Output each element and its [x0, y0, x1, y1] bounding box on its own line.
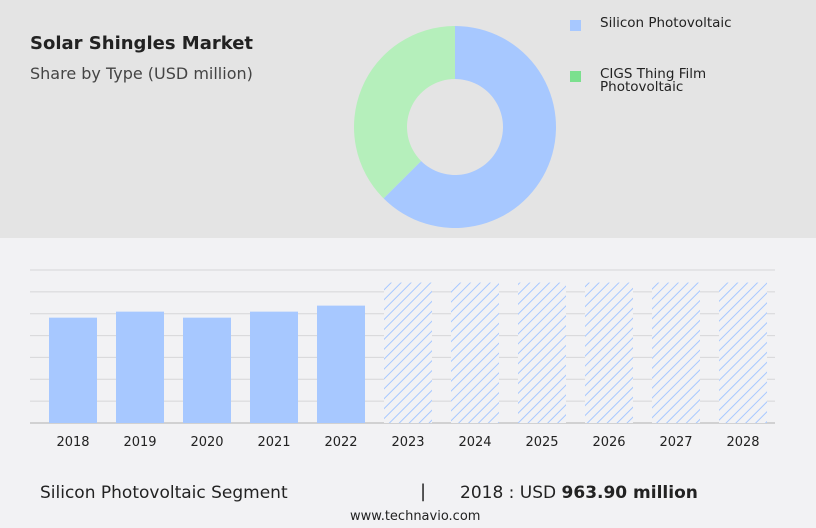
legend-item-cigs: CIGS Thing Film Photovoltaic [570, 67, 770, 98]
source-url: www.technavio.com [350, 509, 481, 524]
bar-2022 [317, 305, 365, 423]
x-tick-label: 2023 [391, 435, 424, 450]
x-tick-label: 2021 [257, 435, 290, 450]
footer-separator: | [420, 481, 427, 502]
forecast-bar-2023 [384, 282, 432, 423]
footer-segment: Silicon Photovoltaic Segment [40, 483, 288, 503]
x-tick-label: 2020 [190, 435, 223, 450]
forecast-bar-2027 [652, 282, 700, 423]
x-tick-label: 2018 [56, 435, 89, 450]
bar-2021 [250, 311, 298, 423]
forecast-bar-2028 [719, 282, 767, 423]
bar-2019 [116, 311, 164, 423]
bar-2018 [49, 317, 97, 423]
forecast-bar-2026 [585, 282, 633, 423]
legend-swatch [570, 20, 581, 31]
x-tick-label: 2024 [458, 435, 491, 450]
x-tick-label: 2019 [123, 435, 156, 450]
legend-swatch [570, 71, 581, 82]
x-tick-label: 2025 [525, 435, 558, 450]
chart-title: Solar Shingles Market [30, 33, 254, 54]
x-tick-label: 2026 [592, 435, 625, 450]
chart-subtitle: Share by Type (USD million) [30, 64, 253, 83]
donut-slice-0 [383, 26, 556, 228]
forecast-bar-2024 [451, 282, 499, 423]
legend-item-silicon: Silicon Photovoltaic [570, 16, 770, 47]
footer-value: 2018 : USD 963.90 million [460, 483, 698, 503]
forecast-bar-2025 [518, 282, 566, 423]
bar-2020 [183, 317, 231, 423]
donut-slice-1 [353, 26, 455, 199]
x-tick-label: 2022 [324, 435, 357, 450]
x-tick-label: 2027 [659, 435, 692, 450]
x-tick-label: 2028 [726, 435, 759, 450]
